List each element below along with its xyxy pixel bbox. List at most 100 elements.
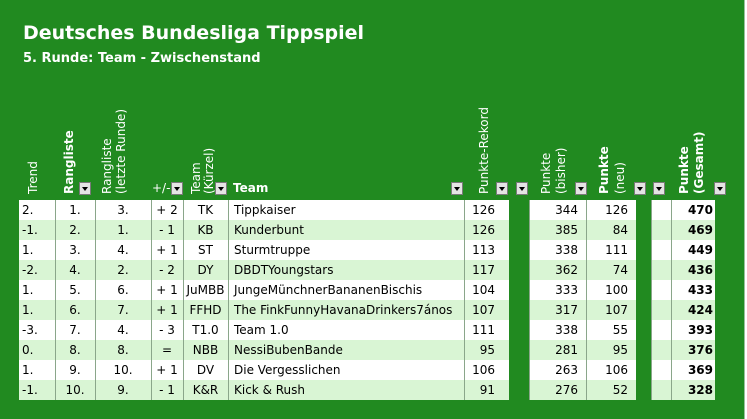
column-divider — [95, 340, 96, 360]
column-divider — [183, 320, 184, 340]
cell-diff: - 2 — [159, 263, 175, 277]
column-divider — [671, 340, 672, 360]
cell-kurz: JuMBB — [186, 283, 225, 297]
column-divider — [151, 240, 152, 260]
cell-team: Kick & Rush — [234, 383, 305, 397]
column-divider — [651, 280, 652, 300]
column-divider — [586, 280, 587, 300]
cell-gesamt: 328 — [687, 383, 713, 397]
column-divider — [529, 320, 530, 340]
cell-gesamt: 433 — [687, 283, 713, 297]
empty-column — [715, 280, 735, 300]
column-divider — [671, 280, 672, 300]
filter-dropdown-gesamt[interactable] — [714, 182, 726, 195]
column-divider — [228, 280, 229, 300]
cell-kurz: DY — [197, 263, 214, 277]
empty-column — [509, 220, 529, 240]
column-divider — [55, 280, 56, 300]
header-gesamt-2: (Gesamt) — [692, 131, 706, 194]
column-divider — [151, 280, 152, 300]
cell-team: The FinkFunnyHavanaDrinkers7ános — [234, 303, 453, 317]
filter-dropdown-rekord[interactable] — [496, 182, 508, 195]
column-divider — [651, 340, 652, 360]
column-divider — [95, 300, 96, 320]
column-divider — [651, 380, 652, 400]
cell-neu: 84 — [612, 223, 628, 237]
column-divider — [651, 220, 652, 240]
column-divider — [151, 300, 152, 320]
column-divider — [183, 300, 184, 320]
column-divider — [95, 360, 96, 380]
filter-dropdown-empty-2[interactable] — [653, 182, 665, 195]
cell-rang: 10. — [65, 383, 85, 397]
cell-team: Die Vergesslichen — [234, 363, 341, 377]
column-divider — [671, 260, 672, 280]
cell-neu: 106 — [605, 363, 628, 377]
column-divider — [529, 300, 530, 320]
column-divider — [529, 200, 530, 220]
cell-rang: 4. — [69, 263, 81, 277]
cell-rang: 3. — [69, 243, 81, 257]
cell-gesamt: 376 — [687, 343, 713, 357]
column-divider — [55, 380, 56, 400]
cell-trend: 1. — [22, 283, 34, 297]
cell-letzte: 4. — [117, 323, 129, 337]
filter-dropdown-plusminus[interactable] — [171, 182, 183, 195]
cell-bisher: 333 — [555, 283, 578, 297]
filter-dropdown-rangliste[interactable] — [79, 182, 91, 195]
column-divider — [95, 320, 96, 340]
cell-rekord: 126 — [472, 223, 495, 237]
cell-trend: -1. — [22, 383, 38, 397]
column-divider — [586, 240, 587, 260]
column-divider — [586, 200, 587, 220]
cell-trend: -3. — [22, 323, 38, 337]
header-rekord: Punkte-Rekord — [477, 107, 491, 194]
filter-dropdown-team-kurz[interactable] — [215, 182, 227, 195]
column-divider — [671, 220, 672, 240]
cell-rekord: 111 — [472, 323, 495, 337]
empty-column — [715, 380, 735, 400]
table-row: 1. 3. 4. + 1 ST Sturmtruppe 113 338 111 449 — [19, 240, 735, 260]
column-divider — [183, 240, 184, 260]
column-divider — [586, 380, 587, 400]
cell-letzte: 10. — [113, 363, 133, 377]
cell-rekord: 91 — [479, 383, 495, 397]
empty-column — [509, 280, 529, 300]
filter-dropdown-team[interactable] — [451, 182, 463, 195]
column-divider — [228, 240, 229, 260]
header-neu-2: (neu) — [613, 162, 627, 194]
cell-diff: + 1 — [156, 283, 178, 297]
cell-neu: 111 — [605, 243, 628, 257]
cell-diff: = — [161, 343, 173, 357]
empty-column — [636, 220, 651, 240]
empty-column — [509, 340, 529, 360]
cell-team: Kunderbunt — [234, 223, 304, 237]
column-divider — [464, 320, 465, 340]
column-divider — [95, 380, 96, 400]
cell-neu: 126 — [605, 203, 628, 217]
cell-letzte: 6. — [117, 283, 129, 297]
column-divider — [671, 380, 672, 400]
column-divider — [586, 360, 587, 380]
column-divider — [586, 340, 587, 360]
column-divider — [228, 200, 229, 220]
cell-bisher: 338 — [555, 243, 578, 257]
header-neu-1: Punkte — [597, 146, 611, 194]
filter-dropdown-bisher[interactable] — [575, 182, 587, 195]
cell-gesamt: 449 — [687, 243, 713, 257]
header-gesamt-1: Punkte — [677, 146, 691, 194]
cell-rang: 5. — [69, 283, 81, 297]
filter-dropdown-empty-1[interactable] — [516, 182, 528, 195]
table-row: 1. 9. 10. + 1 DV Die Vergesslichen 106 263 106 36… — [19, 360, 735, 380]
column-divider — [671, 320, 672, 340]
column-divider — [228, 260, 229, 280]
cell-bisher: 317 — [555, 303, 578, 317]
cell-neu: 55 — [612, 323, 628, 337]
filter-dropdown-neu[interactable] — [634, 182, 646, 195]
empty-column — [509, 320, 529, 340]
cell-team: NessiBubenBande — [234, 343, 343, 357]
cell-rang: 1. — [69, 203, 81, 217]
empty-column — [636, 260, 651, 280]
cell-rekord: 126 — [472, 203, 495, 217]
column-divider — [671, 300, 672, 320]
